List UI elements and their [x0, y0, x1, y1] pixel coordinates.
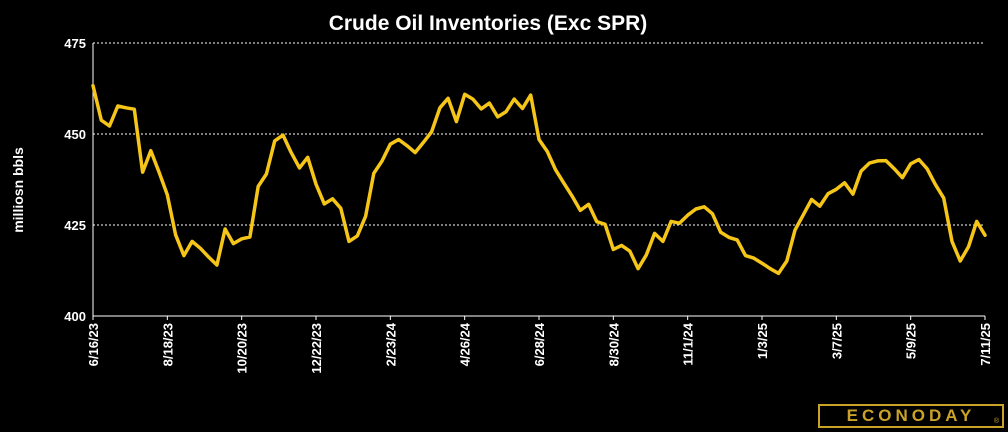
x-tick-label: 10/20/23: [235, 323, 250, 374]
x-tick-label: 6/28/24: [532, 322, 547, 366]
x-tick-label: 1/3/25: [755, 323, 770, 359]
x-tick-labels: 6/16/23 8/18/23 10/20/23 12/22/23 2/23/24 4/2…: [86, 316, 993, 374]
series-layer: [91, 83, 987, 276]
econoday-logo: ECONODAY ®: [818, 404, 1004, 428]
chart-title: Crude Oil Inventories (Exc SPR): [329, 12, 648, 35]
x-tick-label: 12/22/23: [309, 323, 324, 374]
x-tick-label: 3/7/25: [829, 323, 844, 359]
x-tick-label: 6/16/23: [86, 323, 101, 366]
y-tick-label: 450: [64, 127, 86, 142]
x-tick-label: 7/11/25: [978, 323, 993, 366]
logo-text: ECONODAY: [846, 406, 976, 425]
y-tick-label: 475: [64, 36, 86, 51]
y-tick-label: 400: [64, 309, 86, 324]
x-tick-label: 8/30/24: [606, 322, 621, 366]
x-tick-label: 11/1/24: [681, 322, 696, 365]
axes: [92, 43, 985, 317]
x-tick-label: 8/18/23: [160, 323, 175, 366]
inventory-line: [91, 83, 987, 276]
y-tick-labels: 400 425 450 475: [64, 36, 86, 324]
y-tick-label: 425: [64, 218, 86, 233]
x-tick-label: 2/23/24: [383, 322, 398, 366]
x-tick-label: 4/26/24: [458, 322, 473, 366]
logo-registered-mark: ®: [993, 418, 999, 425]
x-tick-label: 5/9/25: [904, 323, 919, 359]
y-axis-label: milliosn bbls: [10, 147, 26, 233]
